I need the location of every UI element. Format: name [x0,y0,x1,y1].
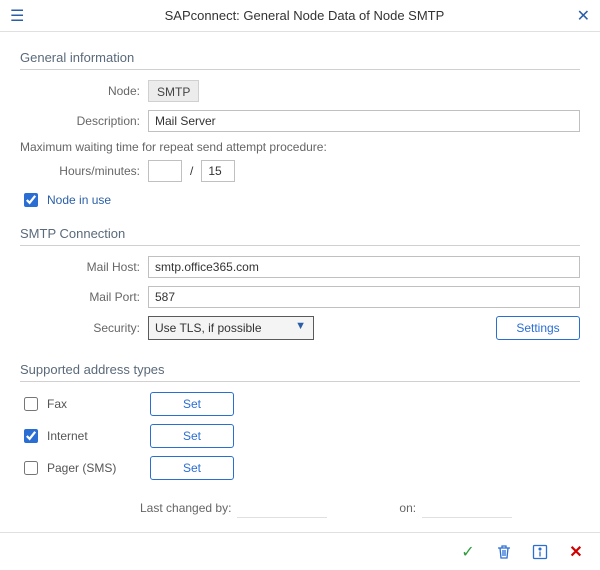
on-label: on: [399,501,416,515]
titlebar: ☰ SAPconnect: General Node Data of Node … [0,0,600,32]
security-select[interactable]: Use TLS, if possible [148,316,314,340]
node-in-use-label[interactable]: Node in use [47,193,111,207]
security-select-wrap: Use TLS, if possible ▼ [148,316,314,340]
section-smtp-rule [20,245,580,246]
pager-checkbox[interactable] [24,461,38,475]
section-general-rule [20,69,580,70]
hours-input[interactable] [148,160,182,182]
wait-text: Maximum waiting time for repeat send att… [20,140,580,154]
label-security: Security: [20,321,148,335]
row-description: Description: [20,110,580,132]
internet-set-button[interactable]: Set [150,424,234,448]
section-general-header: General information [20,50,580,65]
last-changed-by-label: Last changed by: [140,501,231,515]
section-addr-rule [20,381,580,382]
section-addr-header: Supported address types [20,362,580,377]
menu-icon[interactable]: ☰ [10,6,24,26]
section-smtp-header: SMTP Connection [20,226,580,241]
addr-row-internet: Internet Set [20,424,580,448]
trash-icon[interactable] [494,542,514,562]
close-icon[interactable]: ✕ [577,6,590,26]
on-value [422,498,512,518]
row-security: Security: Use TLS, if possible ▼ Setting… [20,316,580,340]
label-node: Node: [20,84,148,98]
pager-label[interactable]: Pager (SMS) [47,461,116,475]
description-input[interactable] [148,110,580,132]
row-mail-port: Mail Port: [20,286,580,308]
row-hours-minutes: Hours/minutes: / [20,160,580,182]
minutes-input[interactable] [201,160,235,182]
cancel-icon[interactable]: ✕ [566,542,586,562]
internet-checkbox[interactable] [24,429,38,443]
row-mail-host: Mail Host: [20,256,580,278]
settings-button[interactable]: Settings [496,316,580,340]
mail-host-input[interactable] [148,256,580,278]
row-node-in-use: Node in use [20,190,580,210]
confirm-icon[interactable]: ✓ [458,542,478,562]
internet-label[interactable]: Internet [47,429,88,443]
label-description: Description: [20,114,148,128]
label-mail-host: Mail Host: [20,260,148,274]
fax-checkbox[interactable] [24,397,38,411]
content-panel: General information Node: SMTP Descripti… [0,32,600,526]
hours-minutes-separator: / [190,164,193,178]
addr-row-pager: Pager (SMS) Set [20,456,580,480]
node-value: SMTP [148,80,199,102]
node-in-use-checkbox[interactable] [24,193,38,207]
label-hours-minutes: Hours/minutes: [20,164,148,178]
info-icon[interactable] [530,542,550,562]
row-node: Node: SMTP [20,80,580,102]
fax-set-button[interactable]: Set [150,392,234,416]
pager-set-button[interactable]: Set [150,456,234,480]
addr-row-fax: Fax Set [20,392,580,416]
footer-meta: Last changed by: on: [20,498,580,518]
window-title: SAPconnect: General Node Data of Node SM… [32,8,576,23]
bottom-bar: ✓ ✕ [0,532,600,570]
fax-label[interactable]: Fax [47,397,67,411]
last-changed-by-value [237,498,327,518]
mail-port-input[interactable] [148,286,580,308]
label-mail-port: Mail Port: [20,290,148,304]
